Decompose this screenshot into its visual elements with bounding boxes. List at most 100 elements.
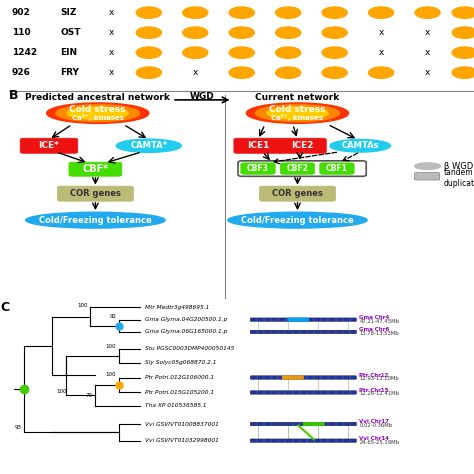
FancyBboxPatch shape [250, 422, 356, 426]
Text: 100: 100 [106, 372, 116, 377]
Text: x: x [192, 68, 198, 77]
Text: Gma Chr6: Gma Chr6 [359, 327, 390, 332]
FancyBboxPatch shape [287, 318, 309, 322]
Ellipse shape [56, 105, 140, 121]
Text: 92: 92 [109, 314, 116, 319]
Text: x: x [109, 28, 114, 37]
Ellipse shape [415, 163, 440, 169]
Circle shape [452, 47, 474, 58]
Text: 100: 100 [57, 390, 67, 394]
Text: Vvi GSVIVT01008837001: Vvi GSVIVT01008837001 [145, 421, 219, 427]
Text: Vvi Chr17: Vvi Chr17 [359, 419, 389, 424]
FancyBboxPatch shape [250, 439, 356, 442]
Text: Stu PGSC0003DMP400050145: Stu PGSC0003DMP400050145 [145, 346, 234, 351]
FancyBboxPatch shape [234, 138, 282, 153]
Circle shape [137, 47, 161, 58]
FancyBboxPatch shape [250, 376, 356, 379]
Circle shape [183, 47, 208, 58]
Text: C: C [0, 301, 9, 314]
Text: Ca²⁺, kinases: Ca²⁺, kinases [272, 114, 323, 121]
Text: Cold/Freezing tolerance: Cold/Freezing tolerance [39, 216, 152, 225]
Text: 926: 926 [12, 68, 31, 77]
Text: Ptr Chr15: Ptr Chr15 [359, 388, 389, 392]
Text: x: x [378, 28, 384, 37]
Circle shape [137, 67, 161, 78]
Text: Vvi Chr14: Vvi Chr14 [359, 436, 389, 441]
Text: 0.02-0.36Mb: 0.02-0.36Mb [359, 423, 392, 428]
Text: 93: 93 [14, 425, 21, 430]
Ellipse shape [330, 139, 391, 152]
Text: Ca²⁺, kinases: Ca²⁺, kinases [72, 114, 124, 121]
FancyBboxPatch shape [415, 173, 439, 180]
Circle shape [452, 7, 474, 18]
Text: x: x [425, 68, 430, 77]
Ellipse shape [246, 103, 348, 123]
FancyBboxPatch shape [241, 163, 275, 174]
Circle shape [229, 7, 254, 18]
Text: CAMTA*: CAMTA* [130, 141, 167, 150]
Circle shape [137, 27, 161, 38]
Circle shape [183, 27, 208, 38]
Text: 12.93-13.10Mb: 12.93-13.10Mb [359, 376, 399, 382]
Circle shape [415, 7, 440, 18]
Text: WGD: WGD [190, 92, 215, 101]
Text: Gma Glyma.06G165000.1.p: Gma Glyma.06G165000.1.p [145, 329, 227, 335]
Text: CBF*: CBF* [82, 164, 109, 174]
FancyBboxPatch shape [69, 162, 122, 176]
FancyBboxPatch shape [280, 163, 315, 174]
Text: ICE*: ICE* [38, 141, 59, 150]
Circle shape [137, 7, 161, 18]
FancyBboxPatch shape [250, 391, 356, 394]
Text: Ptr Potri.015G105200.1: Ptr Potri.015G105200.1 [145, 390, 214, 395]
Text: Mtr Medtr3g498695.1: Mtr Medtr3g498695.1 [145, 305, 209, 310]
Text: tandem
duplication: tandem duplication [444, 168, 474, 189]
FancyBboxPatch shape [303, 422, 325, 426]
Text: FRY: FRY [61, 68, 80, 77]
Circle shape [369, 7, 393, 18]
Text: 12.26-12.41Mb: 12.26-12.41Mb [359, 392, 399, 396]
Text: CBF1: CBF1 [326, 164, 348, 173]
Ellipse shape [46, 103, 149, 123]
Text: x: x [425, 28, 430, 37]
Text: Vvi GSVIVT01032998001: Vvi GSVIVT01032998001 [145, 438, 219, 443]
Circle shape [452, 27, 474, 38]
Text: ICE2: ICE2 [291, 141, 313, 150]
Text: SIZ: SIZ [61, 8, 77, 17]
Circle shape [322, 47, 347, 58]
Ellipse shape [255, 105, 339, 121]
Text: 47.21-47.45Mb: 47.21-47.45Mb [359, 319, 399, 324]
Text: COR genes: COR genes [272, 189, 323, 198]
Text: EIN: EIN [61, 48, 78, 57]
Text: CBF3: CBF3 [247, 164, 269, 173]
FancyBboxPatch shape [250, 318, 356, 321]
FancyBboxPatch shape [259, 186, 336, 201]
Text: Predicted ancestral network: Predicted ancestral network [25, 93, 170, 102]
Circle shape [276, 27, 301, 38]
FancyBboxPatch shape [250, 330, 356, 334]
Ellipse shape [67, 107, 128, 119]
Ellipse shape [116, 139, 182, 152]
Text: Tha XP 010536585.1: Tha XP 010536585.1 [145, 403, 206, 408]
Ellipse shape [228, 212, 367, 228]
Circle shape [276, 67, 301, 78]
Circle shape [276, 47, 301, 58]
Circle shape [229, 27, 254, 38]
Text: β WGD: β WGD [444, 162, 473, 171]
Circle shape [452, 67, 474, 78]
Text: x: x [378, 48, 384, 57]
FancyBboxPatch shape [320, 163, 354, 174]
Text: 24.65-25.19Mb: 24.65-25.19Mb [359, 439, 399, 445]
Text: Cold stress: Cold stress [269, 105, 326, 114]
Text: 110: 110 [12, 28, 30, 37]
Circle shape [322, 67, 347, 78]
FancyBboxPatch shape [57, 186, 134, 201]
Text: Cold/Freezing tolerance: Cold/Freezing tolerance [241, 216, 354, 225]
Text: x: x [109, 48, 114, 57]
FancyBboxPatch shape [20, 138, 78, 153]
Text: x: x [109, 68, 114, 77]
Text: CBF2: CBF2 [287, 164, 309, 173]
Text: CAMTAs: CAMTAs [341, 141, 379, 150]
Text: Gma Glyma.04G200500.1.p: Gma Glyma.04G200500.1.p [145, 317, 227, 322]
Circle shape [369, 67, 393, 78]
Text: 1242: 1242 [12, 48, 37, 57]
